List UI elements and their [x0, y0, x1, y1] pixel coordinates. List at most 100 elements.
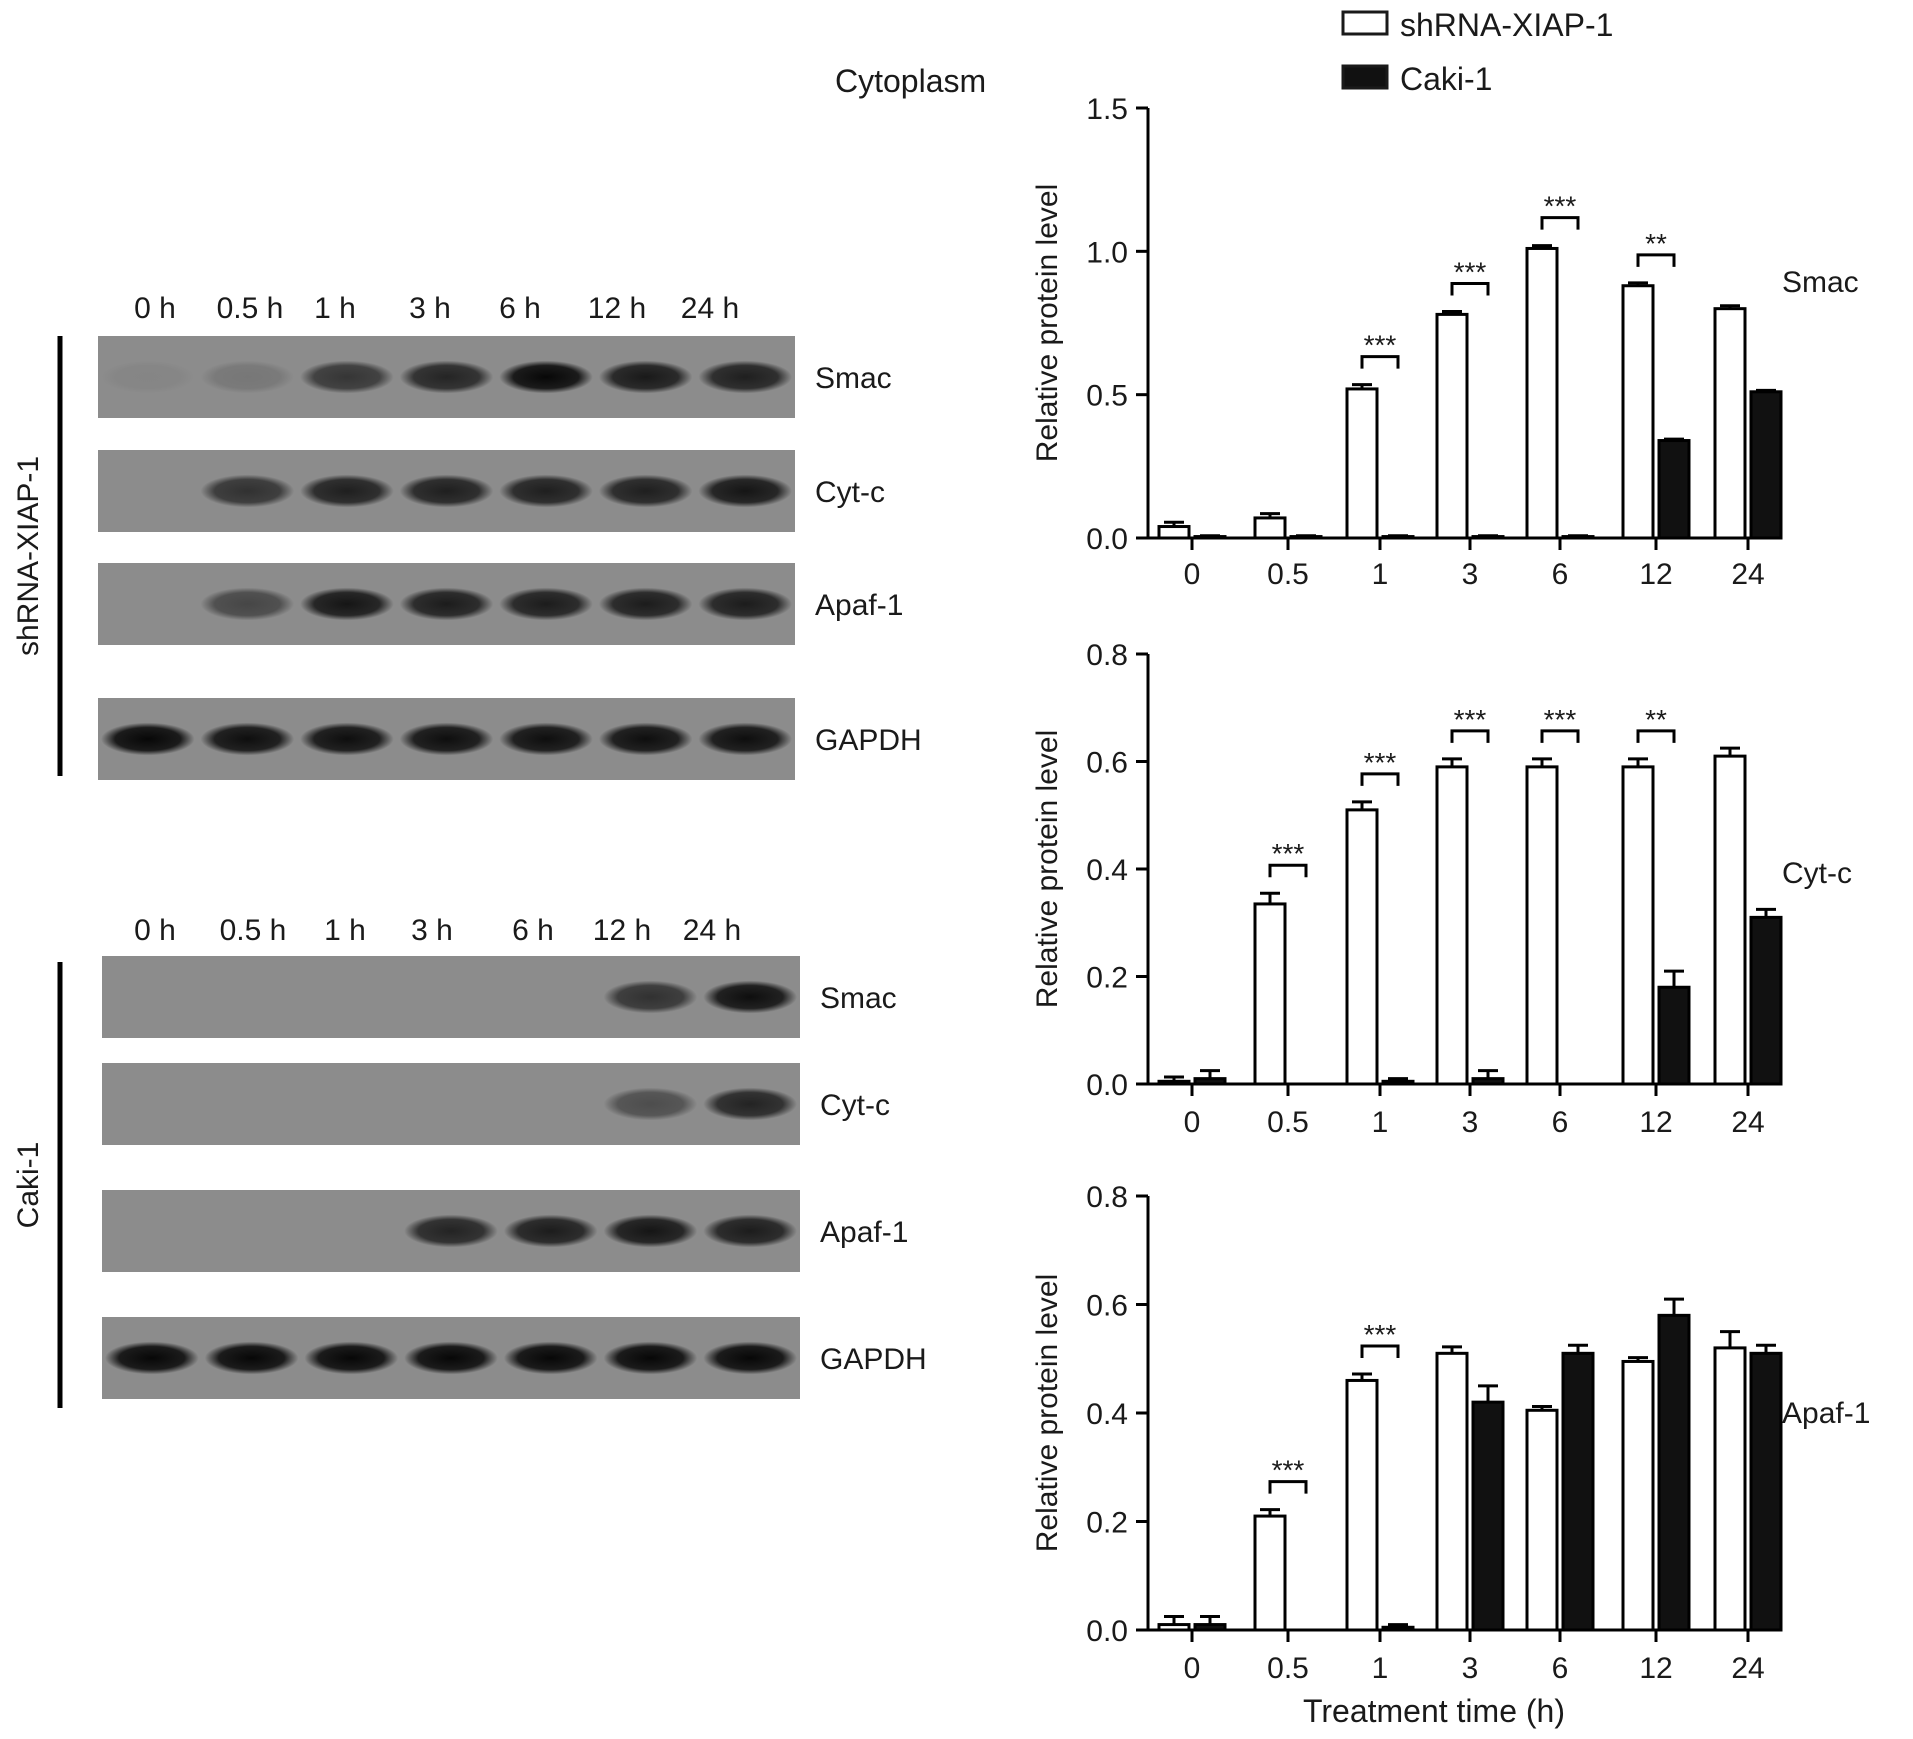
blot-band [499, 474, 593, 508]
bar-shrna [1525, 1408, 1559, 1632]
x-tick-label: 0 [1184, 558, 1201, 591]
blot-lane-label: 24 h [681, 292, 739, 325]
bar-caki [1749, 915, 1783, 1086]
y-axis-label: Relative protein level [1031, 730, 1064, 1008]
y-tick-label: 0.5 [1086, 380, 1128, 413]
blot-lane-label: 0 h [134, 914, 176, 947]
bar-shrna [1253, 516, 1287, 540]
bar-caki [1193, 1623, 1227, 1632]
blot-lane-label: 6 h [512, 914, 554, 947]
blot-band [404, 1214, 498, 1248]
blot-band [300, 587, 394, 621]
significance-label: ** [1645, 228, 1667, 259]
y-tick-label: 1.5 [1086, 93, 1128, 126]
blot-row-label: Smac [815, 362, 892, 395]
blot-band [399, 587, 494, 621]
blot-band [703, 980, 798, 1014]
y-tick-label: 0.0 [1086, 523, 1128, 556]
bar-caki [1749, 390, 1783, 540]
y-tick-label: 0.8 [1086, 639, 1128, 672]
significance-bracket [1360, 1344, 1400, 1358]
bar-caki [1657, 1313, 1691, 1632]
legend-label-caki: Caki-1 [1400, 61, 1492, 97]
blot-lane-label: 1 h [324, 914, 366, 947]
bar-shrna [1435, 312, 1469, 540]
blot-band [399, 722, 494, 756]
significance-label: *** [1364, 1319, 1397, 1350]
blot-band [399, 474, 494, 508]
blot-band [603, 1214, 698, 1248]
y-tick-label: 0.6 [1086, 1290, 1128, 1323]
blot-row-label: Cyt-c [820, 1089, 890, 1122]
significance-bracket [1636, 253, 1676, 267]
y-tick-label: 0.2 [1086, 962, 1128, 995]
blot-band [300, 474, 394, 508]
blot-lane-label: 0.5 h [220, 914, 287, 947]
significance-label: *** [1544, 191, 1577, 222]
blot-band [499, 587, 593, 621]
bar-shrna [1525, 765, 1559, 1086]
bar-charts: 0.0 0.5 1.0 1.5 Relative protein level 0 0.5 1 3… [1031, 93, 1870, 1729]
significance-label: *** [1454, 257, 1487, 288]
bar-shrna [1525, 246, 1559, 540]
significance-bracket [1450, 282, 1490, 296]
significance-label: *** [1272, 838, 1305, 869]
blot-band [603, 980, 698, 1014]
blot-lane-label: 1 h [314, 292, 356, 325]
blot-band [100, 722, 195, 756]
bar-shrna [1157, 1079, 1191, 1086]
bar-shrna [1157, 1623, 1191, 1632]
blot-band [499, 722, 593, 756]
blot-row-label: Apaf-1 [815, 589, 903, 622]
y-tick-label: 0.4 [1086, 854, 1128, 887]
blot-band [703, 1087, 798, 1121]
blot-band [304, 1341, 399, 1375]
blot-lane-label: 24 h [683, 914, 741, 947]
significance-label: *** [1454, 704, 1487, 735]
blot-band [703, 1341, 798, 1375]
legend-swatch-shrna [1341, 10, 1389, 36]
bar-shrna [1621, 765, 1655, 1086]
blot-band [499, 360, 593, 394]
significance-bracket [1268, 1480, 1308, 1494]
significance-bracket [1360, 772, 1400, 786]
significance-label: *** [1544, 704, 1577, 735]
blot-group-label: Caki-1 [12, 1142, 45, 1229]
bar-caki [1193, 1077, 1227, 1086]
y-axis-label: Relative protein level [1031, 1274, 1064, 1552]
x-tick-label: 24 [1731, 558, 1764, 591]
y-tick-label: 0.0 [1086, 1615, 1128, 1648]
chart-0: 0.0 0.5 1.0 1.5 Relative protein level 0 0.5 1 3… [1031, 93, 1859, 591]
blot-band [503, 1341, 598, 1375]
y-tick-label: 1.0 [1086, 236, 1128, 269]
significance-label: *** [1272, 1455, 1305, 1486]
bar-caki [1471, 1400, 1505, 1632]
blot-band [503, 1214, 598, 1248]
significance-bracket [1360, 355, 1400, 369]
blot-lane-label: 12 h [588, 292, 646, 325]
section-label: Cytoplasm [835, 63, 986, 99]
bar-caki [1561, 1351, 1595, 1632]
bar-shrna [1435, 765, 1469, 1086]
x-tick-label: 0.5 [1267, 1106, 1309, 1139]
blot-band [200, 360, 295, 394]
bar-shrna [1713, 754, 1747, 1086]
x-tick-label: 1 [1372, 1652, 1389, 1685]
x-tick-label: 0 [1184, 1106, 1201, 1139]
bar-shrna [1435, 1351, 1469, 1632]
blot-lane-label: 3 h [409, 292, 451, 325]
blot-band [200, 722, 295, 756]
bar-caki [1657, 985, 1691, 1086]
bar-shrna [1713, 307, 1747, 540]
bar-shrna [1253, 902, 1287, 1086]
chart-title: Apaf-1 [1782, 1397, 1870, 1430]
x-tick-label: 6 [1552, 1652, 1569, 1685]
x-tick-label: 0 [1184, 1652, 1201, 1685]
x-tick-label: 6 [1552, 558, 1569, 591]
significance-bracket [1540, 216, 1580, 230]
blot-band [698, 360, 793, 394]
blot-row-label: Apaf-1 [820, 1216, 908, 1249]
x-tick-label: 0.5 [1267, 1652, 1309, 1685]
x-axis-label: Treatment time (h) [1303, 1693, 1565, 1729]
blot-band [104, 1341, 199, 1375]
